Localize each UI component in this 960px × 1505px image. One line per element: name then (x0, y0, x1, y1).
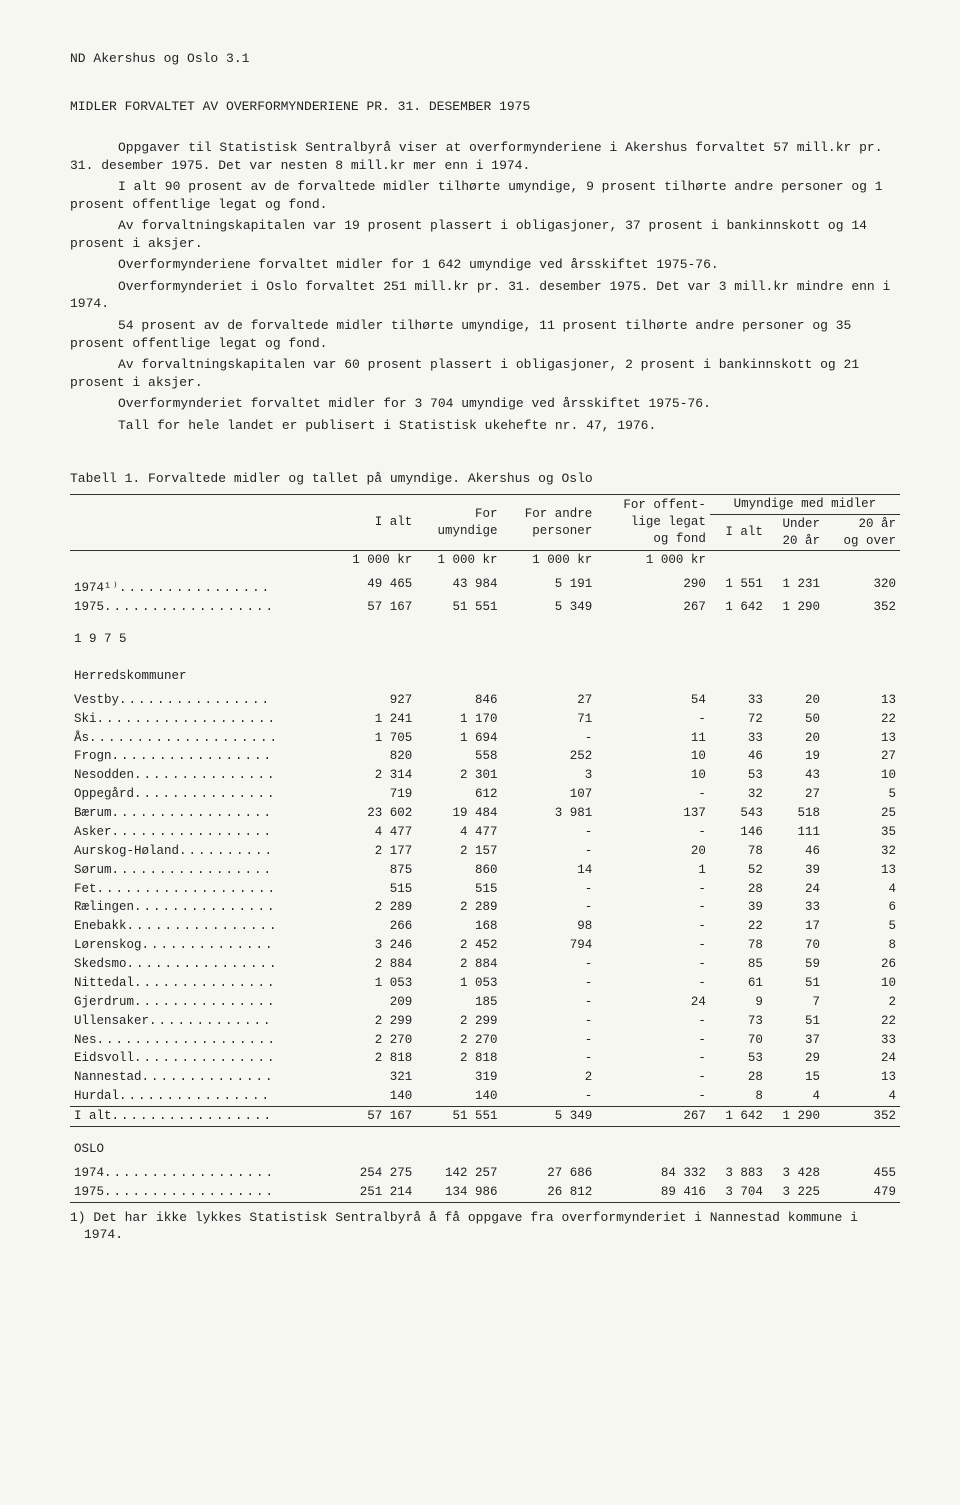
paragraph: Tall for hele landet er publisert i Stat… (70, 417, 900, 435)
col-header: For offent- lige legat og fond (596, 494, 710, 551)
paragraph: Oppgaver til Statistisk Sentralbyrå vise… (70, 139, 900, 174)
document-title: MIDLER FORVALTET AV OVERFORMYNDERIENE PR… (70, 98, 900, 116)
table-row: Frogn ..................................… (70, 747, 900, 766)
table-row: Skedsmo ................................… (70, 955, 900, 974)
paragraph: Av forvaltningskapitalen var 19 prosent … (70, 217, 900, 252)
table-row: Ullensaker .............................… (70, 1012, 900, 1031)
data-table: I alt For umyndige For andre personer Fo… (70, 494, 900, 1203)
table-row: Aurskog-Høland .........................… (70, 842, 900, 861)
paragraph: Overformynderiet i Oslo forvaltet 251 mi… (70, 278, 900, 313)
table-row: 1975 ...................................… (70, 1183, 900, 1202)
col-header: I alt (710, 514, 767, 551)
col-header-group: Umyndige med midler (710, 494, 900, 514)
table-row: Enebakk ................................… (70, 917, 900, 936)
table-row: Fet ....................................… (70, 880, 900, 899)
table-row: I alt ..................................… (70, 1107, 900, 1127)
section-heading: Herredskommuner (70, 654, 900, 691)
unit-label: 1 000 kr (502, 551, 597, 570)
footnote: 1) Det har ikke lykkes Statistisk Sentra… (70, 1209, 900, 1244)
col-header: For umyndige (416, 494, 501, 551)
col-header: Under 20 år (767, 514, 824, 551)
table-row: Eidsvoll ...............................… (70, 1049, 900, 1068)
table-row: Vestby .................................… (70, 691, 900, 710)
page-header: ND Akershus og Oslo 3.1 (70, 50, 900, 68)
paragraph: 54 prosent av de forvaltede midler tilhø… (70, 317, 900, 352)
table-row: Lørenskog ..............................… (70, 936, 900, 955)
table-row: Ski ....................................… (70, 710, 900, 729)
paragraph: Overformynderiene forvaltet midler for 1… (70, 256, 900, 274)
unit-label: 1 000 kr (416, 551, 501, 570)
table-row: Nittedal ...............................… (70, 974, 900, 993)
table-row: Rælingen ...............................… (70, 898, 900, 917)
unit-label: 1 000 kr (331, 551, 416, 570)
table-row: Sørum ..................................… (70, 861, 900, 880)
col-header: 20 år og over (824, 514, 900, 551)
table-row: Nannestad ..............................… (70, 1068, 900, 1087)
paragraph: Overformynderiet forvaltet midler for 3 … (70, 395, 900, 413)
table-row: Ås .....................................… (70, 729, 900, 748)
col-header: For andre personer (502, 494, 597, 551)
section-heading: 1 9 7 5 (70, 617, 900, 654)
table-row: Asker ..................................… (70, 823, 900, 842)
paragraph: I alt 90 prosent av de forvaltede midler… (70, 178, 900, 213)
table-row: Bærum ..................................… (70, 804, 900, 823)
table-row: Nesodden ...............................… (70, 766, 900, 785)
section-heading: OSLO (70, 1126, 900, 1163)
table-row: Nes ....................................… (70, 1031, 900, 1050)
table-caption: Tabell 1. Forvaltede midler og tallet på… (70, 470, 900, 488)
col-header: I alt (331, 494, 416, 551)
table-row: 1974¹⁾ .................................… (70, 570, 900, 598)
paragraph: Av forvaltningskapitalen var 60 prosent … (70, 356, 900, 391)
table-row: Hurdal .................................… (70, 1087, 900, 1106)
unit-label: 1 000 kr (596, 551, 710, 570)
table-row: Gjerdrum ...............................… (70, 993, 900, 1012)
table-row: Oppegård ...............................… (70, 785, 900, 804)
table-row: 1974 ...................................… (70, 1164, 900, 1183)
table-row: 1975 ...................................… (70, 598, 900, 617)
